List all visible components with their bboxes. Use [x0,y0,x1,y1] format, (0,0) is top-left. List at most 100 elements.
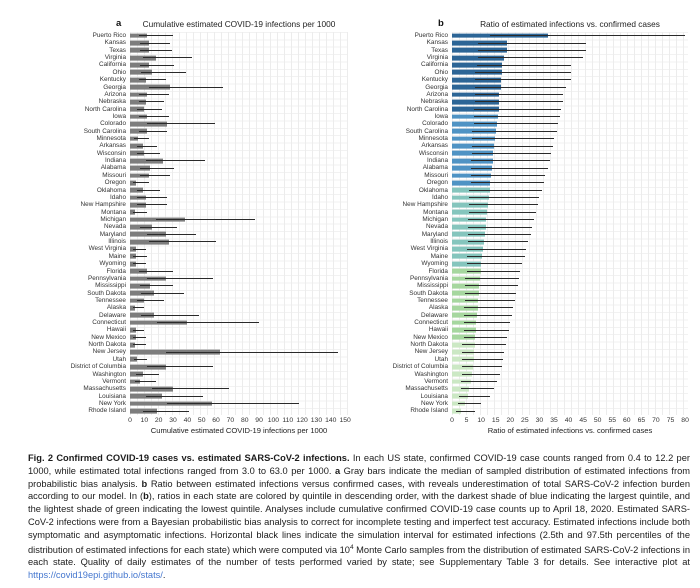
chart-row [130,245,348,252]
median-bar [130,77,146,83]
simulation-interval-line [476,64,572,66]
chart-row [452,312,688,319]
y-axis-label: Nebraska [420,98,448,106]
simulation-interval-line [466,255,525,257]
chart-row [452,290,688,297]
chart-row [452,187,688,194]
y-axis-label: Rhode Island [88,407,126,415]
chart-row [130,61,348,68]
chart-row [130,164,348,171]
simulation-interval-line [165,351,338,353]
y-axis-label: Arizona [426,90,448,98]
y-axis-label: Alabama [100,164,126,172]
median-bar [130,99,146,105]
simulation-interval-line [140,175,171,176]
y-axis-label: Oklahoma [418,186,448,194]
y-axis-label: Puerto Rico [92,32,126,39]
chart-row [130,334,348,341]
caption-text: In each US state, confirmed COVID-19 cas… [28,453,690,476]
chart-row [452,120,688,127]
y-axis-label: Hawaii [106,326,126,334]
y-axis-label: Alabama [422,164,448,172]
simulation-interval-line [473,123,559,125]
chart-row [452,223,688,230]
simulation-interval-line [462,351,505,353]
x-tick-label: 0 [128,417,132,424]
simulation-interval-line [137,145,158,147]
caption-link[interactable]: https://covid19epi.github.io/stats/ [28,570,163,581]
caption-text: b [141,478,148,489]
y-axis-label: Louisiana [420,392,448,400]
chart-row [130,385,348,392]
chart-row [130,172,348,179]
caption-superscript: 4 [349,543,354,551]
simulation-interval-line [463,307,514,309]
simulation-interval-line [145,395,204,397]
y-axis-label: Puerto Rico [414,32,448,39]
y-axis-label: Colorado [422,120,448,128]
simulation-interval-line [456,410,476,412]
x-tick-label: 10 [140,417,149,424]
simulation-interval-line [465,292,517,294]
simulation-interval-line [142,410,189,412]
simulation-interval-line [469,211,537,213]
simulation-interval-line [132,307,145,309]
x-tick-label: 120 [296,417,308,424]
simulation-interval-line [468,241,528,243]
y-axis-label: Wisconsin [96,149,126,157]
simulation-interval-line [167,403,300,405]
simulation-interval-line [468,233,531,235]
chart-row [452,385,688,392]
panel-b-letter: b [438,18,444,29]
y-axis-label: Hawaii [428,326,448,334]
simulation-interval-line [140,64,175,66]
chart-row [130,378,348,385]
simulation-interval-line [463,314,512,316]
chart-row [130,393,348,400]
x-tick-label: 140 [325,417,337,424]
simulation-interval-line [457,403,482,405]
chart-row [452,179,688,186]
y-axis-label: Ohio [112,68,127,76]
y-axis-label: Georgia [103,83,126,91]
chart-row [452,356,688,363]
y-axis-label: New York [99,399,126,407]
simulation-interval-line [140,42,171,44]
y-axis-label: Arizona [104,90,126,98]
panel-b-bars [452,32,688,415]
y-axis-label: South Dakota [87,289,126,297]
y-axis-label: Utah [112,355,127,363]
simulation-interval-line [148,241,217,243]
y-axis-label: Delaware [421,311,448,319]
y-axis-label: Montana [423,208,448,216]
chart-row [452,91,688,98]
chart-row [452,326,688,333]
x-tick-label: 80 [240,417,249,424]
simulation-interval-line [138,79,166,81]
median-bar [130,40,149,46]
simulation-interval-line [145,160,205,162]
chart-row [452,253,688,260]
simulation-interval-line [475,79,572,81]
chart-row [130,260,348,267]
y-axis-label: Maine [430,252,448,260]
chart-row [452,113,688,120]
simulation-interval-line [142,57,192,59]
simulation-interval-line [473,108,562,110]
panel-a-x-axis-title-wrap: Cumulative estimated COVID-19 infections… [130,426,348,439]
chart-row [452,231,688,238]
y-axis-label: New Mexico [413,333,448,341]
panel-b-header: b Ratio of estimated infections vs. conf… [354,8,688,32]
simulation-interval-line [460,388,495,390]
median-bar [130,48,149,53]
chart-row [452,363,688,370]
simulation-interval-line [489,35,686,37]
x-tick-label: 10 [477,417,485,424]
panel-b-plot-area: 0 5 10 15 20 25 30 35 40 45 50 55 60 65 70 75 80 [450,32,689,426]
simulation-interval-line [475,86,566,88]
chart-row [452,297,688,304]
y-axis-label: Iowa [434,112,449,120]
simulation-interval-line [459,395,490,397]
panel-a: a Cumulative estimated COVID-19 infectio… [26,8,351,439]
chart-row [130,231,348,238]
